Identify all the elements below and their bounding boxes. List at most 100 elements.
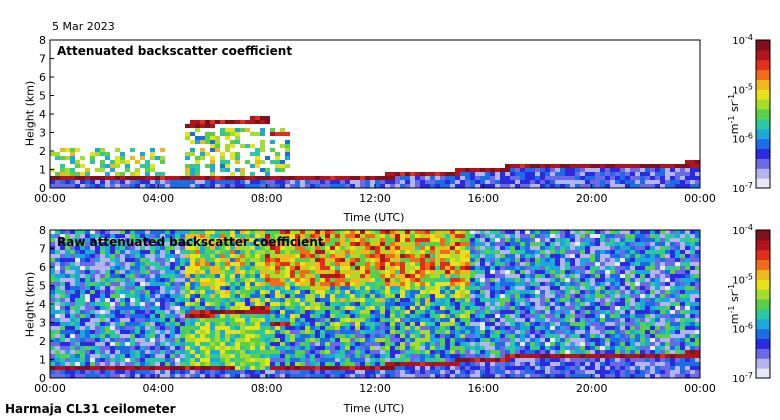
heatmap-cell (175, 262, 180, 266)
heatmap-cell (95, 302, 100, 306)
heatmap-cell (260, 282, 265, 286)
heatmap-cell (605, 254, 610, 258)
heatmap-cell (475, 338, 480, 342)
heatmap-cell (420, 266, 425, 270)
heatmap-cell (530, 270, 535, 274)
heatmap-cell (375, 230, 380, 234)
heatmap-cell (430, 310, 435, 314)
heatmap-cell (195, 306, 200, 310)
heatmap-cell (195, 168, 200, 172)
heatmap-cell (435, 294, 440, 298)
heatmap-cell (470, 318, 475, 322)
heatmap-cell (385, 278, 390, 282)
heatmap-cell (545, 234, 550, 238)
heatmap-cell (270, 286, 275, 290)
heatmap-cell (245, 302, 250, 306)
heatmap-cell (150, 168, 155, 172)
heatmap-cell (180, 306, 185, 310)
heatmap-cell (480, 258, 485, 262)
heatmap-cell (390, 290, 395, 294)
heatmap-cell (570, 294, 575, 298)
heatmap-cell (190, 334, 195, 338)
heatmap-cell (375, 274, 380, 278)
heatmap-cell (445, 278, 450, 282)
heatmap-cell (125, 278, 130, 282)
heatmap-cell (300, 314, 305, 318)
heatmap-cell (110, 334, 115, 338)
heatmap-cell (595, 270, 600, 274)
heatmap-cell (535, 290, 540, 294)
heatmap-cell (535, 370, 540, 374)
heatmap-cell (160, 314, 165, 318)
heatmap-cell (185, 366, 190, 370)
heatmap-cell (275, 164, 280, 168)
heatmap-cell (525, 358, 530, 362)
heatmap-cell (470, 338, 475, 342)
heatmap-cell (215, 354, 220, 358)
heatmap-cell (580, 254, 585, 258)
heatmap-cell (320, 346, 325, 350)
heatmap-cell (275, 242, 280, 246)
heatmap-cell (115, 250, 120, 254)
heatmap-cell (240, 366, 245, 370)
heatmap-cell (245, 358, 250, 362)
heatmap-cell (550, 246, 555, 250)
heatmap-cell (500, 266, 505, 270)
heatmap-cell (300, 254, 305, 258)
heatmap-cell (160, 180, 165, 184)
heatmap-cell (550, 346, 555, 350)
heatmap-cell (135, 346, 140, 350)
heatmap-cell (455, 168, 460, 172)
heatmap-cell (520, 370, 525, 374)
heatmap-cell (590, 310, 595, 314)
heatmap-cell (235, 156, 240, 160)
heatmap-cell (355, 270, 360, 274)
heatmap-cell (590, 326, 595, 330)
heatmap-cell (285, 286, 290, 290)
heatmap-cell (530, 262, 535, 266)
heatmap-cell (95, 234, 100, 238)
heatmap-cell (435, 286, 440, 290)
heatmap-cell (390, 350, 395, 354)
heatmap-cell (290, 250, 295, 254)
heatmap-cell (465, 358, 470, 362)
heatmap-cell (435, 238, 440, 242)
heatmap-cell (675, 184, 680, 188)
heatmap-cell (530, 242, 535, 246)
heatmap-cell (585, 334, 590, 338)
heatmap-cell (50, 238, 55, 242)
heatmap-cell (435, 172, 440, 176)
heatmap-cell (265, 306, 270, 310)
heatmap-cell (315, 242, 320, 246)
heatmap-cell (215, 180, 220, 184)
heatmap-cell (360, 294, 365, 298)
heatmap-cell (495, 318, 500, 322)
heatmap-cell (105, 298, 110, 302)
heatmap-cell (55, 230, 60, 234)
heatmap-cell (205, 334, 210, 338)
heatmap-cell (425, 172, 430, 176)
heatmap-cell (500, 334, 505, 338)
heatmap-cell (270, 282, 275, 286)
heatmap-cell (50, 230, 55, 234)
heatmap-cell (80, 326, 85, 330)
heatmap-cell (60, 354, 65, 358)
heatmap-cell (145, 330, 150, 334)
heatmap-cell (475, 266, 480, 270)
heatmap-cell (55, 152, 60, 156)
heatmap-cell (70, 242, 75, 246)
heatmap-cell (400, 306, 405, 310)
heatmap-cell (445, 262, 450, 266)
heatmap-cell (450, 282, 455, 286)
heatmap-cell (90, 298, 95, 302)
heatmap-cell (230, 342, 235, 346)
heatmap-cell (315, 346, 320, 350)
heatmap-cell (110, 246, 115, 250)
heatmap-cell (595, 164, 600, 168)
heatmap-cell (165, 290, 170, 294)
heatmap-cell (160, 278, 165, 282)
heatmap-cell (255, 250, 260, 254)
heatmap-cell (635, 172, 640, 176)
heatmap-cell (125, 180, 130, 184)
heatmap-cell (215, 306, 220, 310)
